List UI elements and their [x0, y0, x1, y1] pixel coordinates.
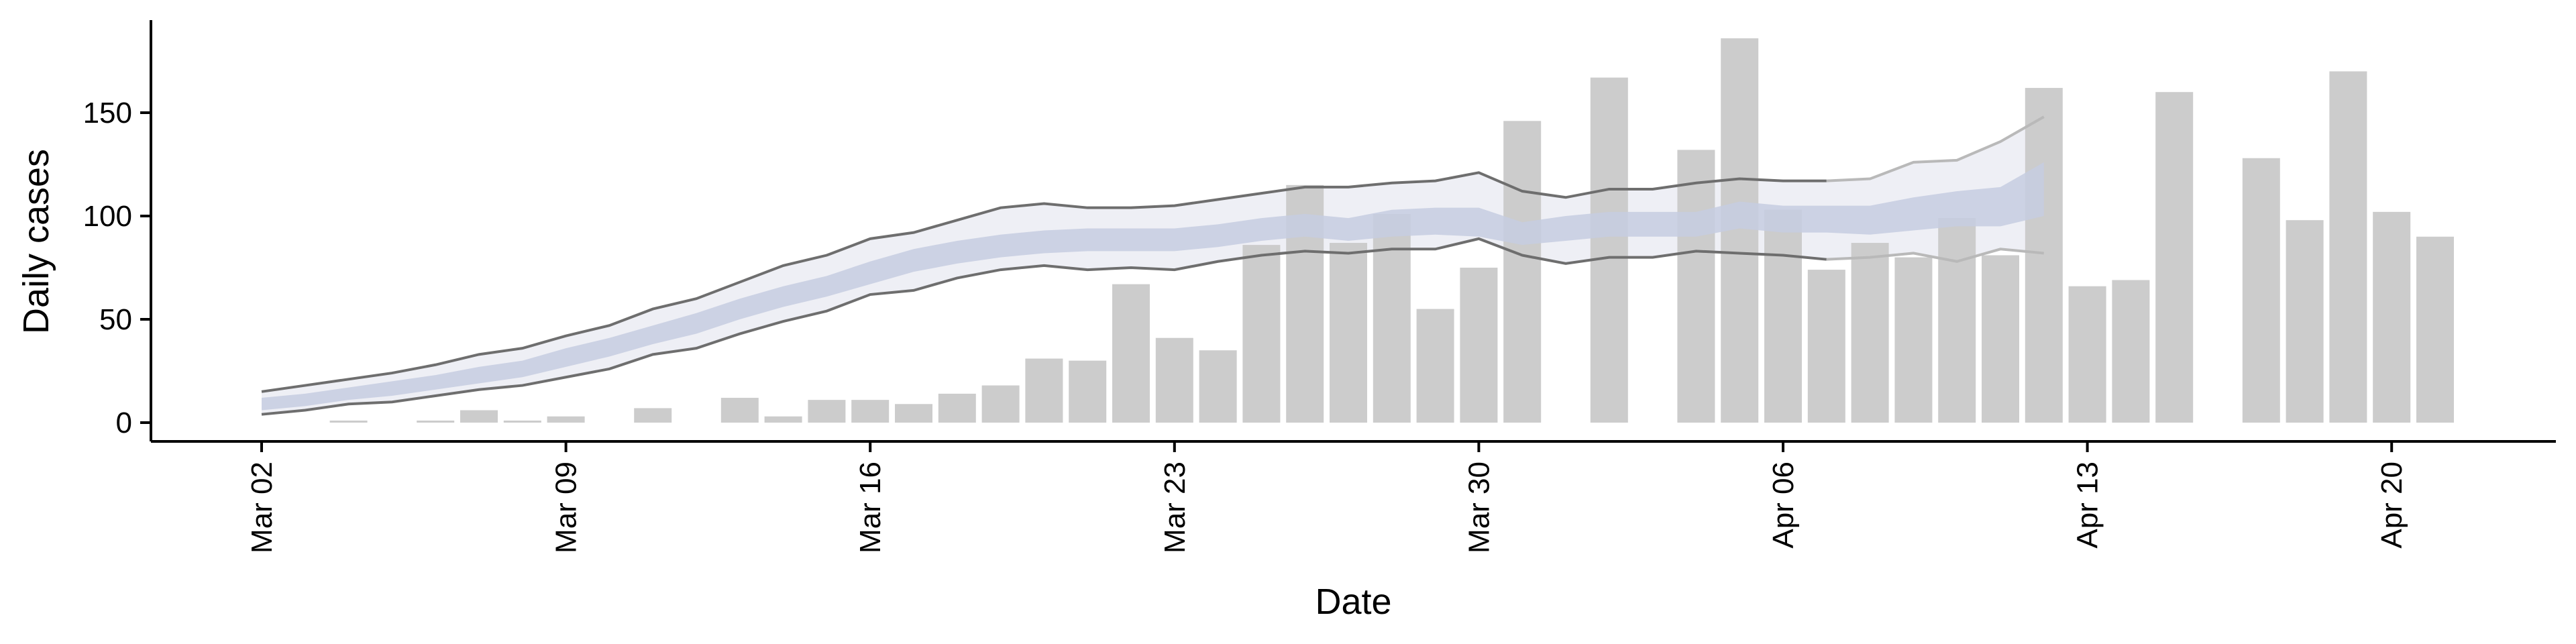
x-tick-label-2020-04-13: Apr 13 [2072, 462, 2104, 549]
bar-2020-03-08 [503, 420, 541, 423]
x-tick-label-2020-03-09: Mar 09 [550, 462, 583, 553]
y-tick-label-100: 100 [83, 200, 132, 233]
bar-2020-04-13 [2068, 286, 2106, 423]
bar-2020-04-04 [1677, 150, 1715, 423]
bar-2020-04-06 [1764, 209, 1802, 423]
x-tick-label-2020-04-06: Apr 06 [1767, 462, 1800, 549]
bar-2020-03-30 [1460, 268, 1498, 423]
bar-2020-04-15 [2155, 92, 2194, 423]
bar-2020-03-09 [547, 416, 585, 423]
y-tick-label-150: 150 [83, 97, 132, 129]
x-axis-title: Date [1315, 582, 1391, 622]
x-tick-label-2020-03-16: Mar 16 [854, 462, 887, 553]
x-tick-label-2020-03-23: Mar 23 [1159, 462, 1191, 553]
bar-2020-03-06 [417, 420, 455, 423]
bar-2020-03-14 [764, 416, 802, 423]
bar-2020-03-20 [1025, 358, 1063, 423]
bar-2020-03-29 [1416, 309, 1454, 423]
bar-2020-04-20 [2373, 211, 2411, 423]
bar-2020-04-02 [1590, 77, 1628, 423]
bar-2020-04-07 [1807, 270, 1845, 423]
bar-2020-04-12 [2025, 88, 2063, 423]
upper-bound-line [261, 171, 1827, 393]
bar-2020-03-31 [1503, 121, 1542, 423]
bar-2020-03-27 [1330, 243, 1367, 423]
bar-2020-03-15 [808, 400, 846, 423]
bar-2020-03-24 [1199, 350, 1237, 423]
axes: 0 50 100 150 Mar 02 Mar 09 Mar 16 Mar 23 Mar 30 A… [83, 20, 2556, 553]
bar-2020-04-19 [2329, 71, 2367, 423]
y-tick-label-50: 50 [99, 303, 132, 336]
bar-2020-04-11 [1982, 255, 2019, 423]
bar-2020-03-11 [634, 408, 672, 423]
projection-bound-lines [261, 115, 2045, 416]
bar-2020-04-18 [2286, 220, 2324, 423]
daily-case-bars [329, 38, 2454, 423]
bar-2020-03-28 [1373, 213, 1411, 423]
x-tick-label-2020-03-30: Mar 30 [1462, 462, 1495, 553]
bar-2020-04-14 [2112, 280, 2150, 423]
x-tick-label-2020-03-02: Mar 02 [246, 462, 278, 553]
bar-2020-04-17 [2242, 158, 2280, 423]
bar-2020-03-23 [1155, 337, 1193, 423]
y-axis-title: Daily cases [16, 149, 56, 334]
bar-2020-04-09 [1894, 257, 1933, 423]
bar-2020-04-10 [1938, 218, 1976, 423]
bar-2020-04-08 [1851, 243, 1889, 423]
bar-2020-03-13 [720, 398, 759, 423]
bar-2020-03-25 [1242, 245, 1281, 423]
bar-2020-03-16 [851, 400, 890, 423]
x-tick-label-2020-04-20: Apr 20 [2375, 462, 2408, 549]
lower-bound-line-late [1826, 248, 2044, 263]
bar-2020-03-07 [460, 410, 498, 423]
bar-2020-03-18 [938, 393, 976, 423]
bar-2020-04-21 [2416, 236, 2454, 423]
bar-2020-03-04 [329, 420, 368, 423]
bar-2020-03-17 [895, 404, 932, 423]
bar-2020-03-19 [981, 385, 1020, 423]
upper-bound-line-late [1826, 115, 2045, 182]
y-tick-label-0: 0 [116, 407, 132, 439]
lower-bound-line [261, 237, 1827, 416]
bar-2020-03-21 [1069, 360, 1107, 423]
inner-interval-band [262, 162, 2044, 411]
bar-2020-03-22 [1112, 284, 1150, 423]
